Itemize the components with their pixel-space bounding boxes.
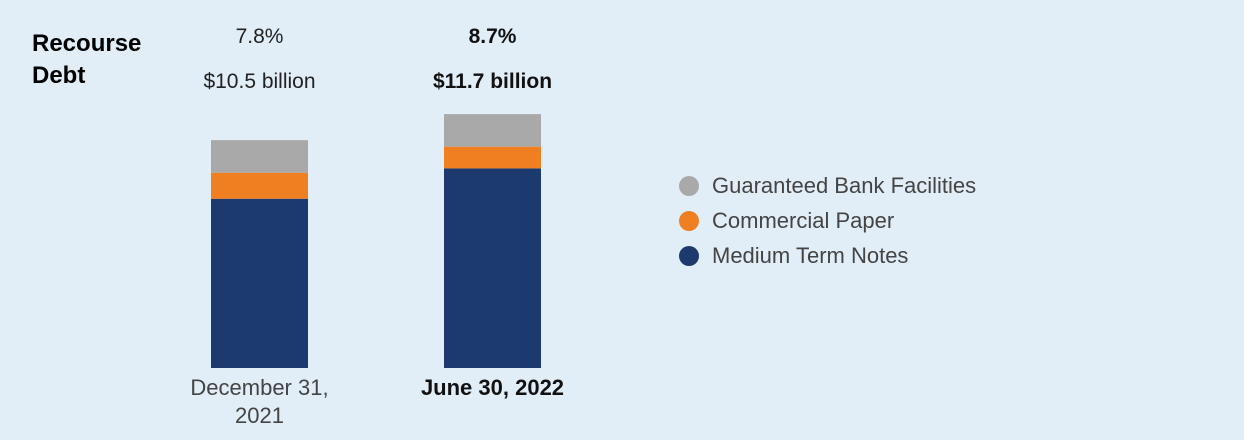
x-tick-label: December 31, 2021 bbox=[190, 375, 329, 428]
legend-label: Medium Term Notes bbox=[712, 243, 909, 268]
total-label: $11.7 billion bbox=[432, 70, 553, 93]
legend-label: Commercial Paper bbox=[712, 208, 895, 233]
percentage-label: 7.8% bbox=[235, 25, 284, 48]
chart-title: Recourse Debt bbox=[32, 30, 142, 89]
bar-segment bbox=[444, 114, 541, 147]
bar-segment bbox=[211, 172, 308, 199]
bar-segment bbox=[444, 146, 541, 169]
legend-label: Guaranteed Bank Facilities bbox=[712, 173, 977, 198]
legend-marker bbox=[679, 246, 699, 266]
bar-segment bbox=[211, 140, 308, 173]
percentage-label: 8.7% bbox=[468, 25, 517, 48]
bar-segment bbox=[211, 198, 308, 368]
legend-marker bbox=[679, 211, 699, 231]
x-tick-label: June 30, 2022 bbox=[420, 375, 565, 400]
total-label: $10.5 billion bbox=[203, 70, 316, 93]
bar-segment bbox=[444, 168, 541, 368]
legend-marker bbox=[679, 176, 699, 196]
